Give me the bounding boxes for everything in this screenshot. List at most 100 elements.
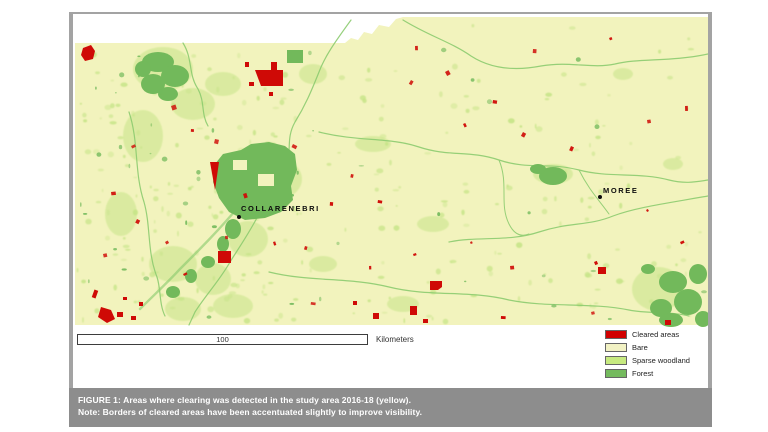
sparse-speckle [267, 226, 274, 231]
sparse-speckle [587, 196, 595, 200]
sparse-speckle [542, 196, 548, 202]
forest-dot [441, 47, 447, 53]
sparse-speckle [133, 300, 138, 304]
sparse-speckle [208, 205, 212, 209]
sparse-speckle [615, 248, 620, 251]
cleared-speck [679, 240, 685, 245]
sparse-speckle [113, 284, 117, 291]
sparse-speckle [141, 256, 144, 262]
sparse-speckle [548, 278, 553, 284]
cleared-speck [135, 219, 141, 225]
forest-dot [196, 170, 201, 175]
forest-dot [288, 88, 294, 92]
caption-line-2: Note: Borders of cleared areas have been… [78, 406, 423, 417]
cleared-speck [413, 252, 417, 257]
sparse-speckle [207, 67, 212, 72]
sparse-speckle [262, 284, 266, 290]
sparse-speckle [430, 289, 437, 295]
sparse-speckle [293, 298, 299, 301]
sparse-speckle [120, 258, 127, 261]
sparse-speckle [82, 112, 87, 118]
sparse-speckle [166, 210, 170, 217]
sparse-speckle [182, 271, 186, 274]
legend-label-bare: Bare [632, 342, 648, 352]
cleared-speck [594, 260, 599, 266]
forest-dot [296, 170, 299, 175]
cleared-speck [103, 253, 108, 258]
sparse-speckle [296, 212, 299, 216]
sparse-speckle [104, 104, 112, 110]
sparse-speckle [204, 135, 210, 140]
cleared-speck [377, 200, 383, 204]
sparse-speckle [153, 229, 157, 233]
sparse-speckle [133, 114, 135, 117]
sparse-speckle [174, 297, 181, 300]
forest-dot [527, 211, 531, 215]
sparse-speckle [381, 261, 385, 265]
cleared-speck [463, 122, 467, 128]
sparse-speckle [378, 116, 384, 122]
cleared-speck [569, 146, 575, 152]
forest-dot [486, 99, 493, 105]
sparse-speckle [619, 165, 623, 171]
sparse-speckle [495, 203, 499, 206]
cleared-speck [520, 131, 527, 138]
sparse-speckle [153, 220, 156, 224]
sparse-speckle [213, 117, 217, 121]
sparse-speckle [534, 123, 537, 129]
sparse-speckle [598, 189, 604, 195]
forest-patches [80, 47, 708, 327]
sparse-speckle [687, 37, 691, 41]
sparse-speckle [689, 314, 692, 318]
sparse-speckle [122, 244, 130, 249]
sparse-speckle [85, 218, 92, 225]
sparse-speckle [517, 296, 521, 302]
cleared-speck [492, 100, 498, 104]
cleared-speck [273, 241, 277, 246]
sparse-speckle [101, 188, 104, 193]
sparse-speckle [280, 97, 287, 100]
sparse-speckle [160, 293, 164, 297]
sparse-speckle [439, 212, 445, 218]
forest-dot [96, 152, 102, 157]
sparse-speckle [461, 209, 465, 216]
forest-dot [607, 317, 612, 321]
cleared-speck [182, 272, 188, 277]
sparse-speckle [365, 78, 373, 82]
sparse-speckle [497, 252, 502, 255]
sparse-speckle [291, 208, 299, 212]
forest-dot [319, 296, 322, 302]
cleared-blob-center [218, 251, 231, 263]
sparse-speckle [554, 196, 557, 202]
sparse-speckle [122, 237, 126, 240]
forest-clearing-hole [233, 160, 247, 170]
sparse-speckle [618, 280, 625, 283]
forest-dot [95, 86, 97, 90]
sparse-speckle [141, 271, 145, 277]
sparse-speckle [132, 209, 138, 216]
forest-dot [82, 213, 88, 215]
sparse-speckle [97, 168, 104, 172]
sparse-speckle [619, 202, 623, 209]
forest-dot [312, 130, 314, 132]
cleared-speck [171, 104, 177, 111]
cleared-blob-top-left [81, 45, 95, 61]
sparse-speckle [342, 127, 349, 130]
forest-dot [159, 89, 163, 95]
sparse-speckle [337, 152, 341, 154]
sparse-speckle [112, 253, 119, 256]
cleared-patch-large [255, 62, 283, 86]
forest-dot [437, 212, 441, 217]
sparse-speckle [362, 98, 367, 104]
sparse-speckle [395, 205, 398, 207]
sparse-speckle [344, 227, 347, 232]
sparse-speckle [263, 293, 268, 296]
sparse-speckle [535, 126, 543, 132]
sparse-speckle [135, 194, 138, 198]
sparse-speckle [301, 260, 303, 265]
sparse-speckle [698, 231, 702, 234]
sparse-speckle [212, 214, 219, 220]
cleared-speck [415, 45, 418, 51]
sparse-speckle [541, 208, 548, 215]
sparse-speckle [569, 26, 576, 30]
